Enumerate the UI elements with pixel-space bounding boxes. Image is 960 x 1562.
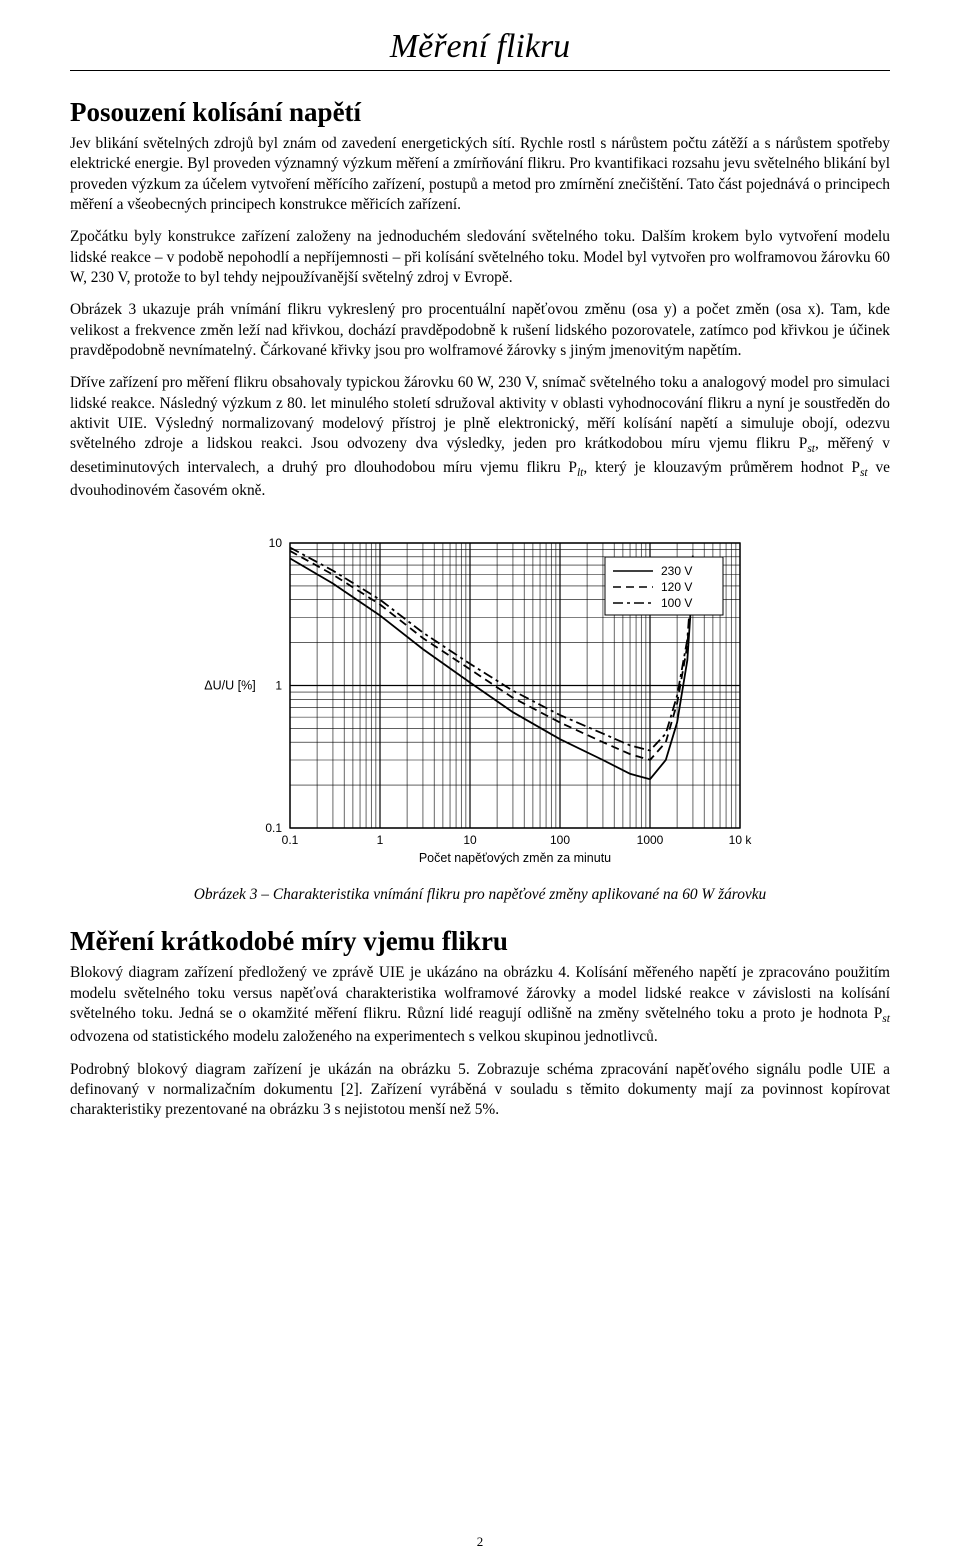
svg-text:10: 10 bbox=[463, 833, 477, 847]
s2p1-sub-st: st bbox=[882, 1013, 890, 1025]
section1-heading: Posouzení kolísání napětí bbox=[70, 97, 890, 128]
p4-sub-st-2: st bbox=[860, 467, 868, 479]
section1-paragraph-4: Dříve zařízení pro měření flikru obsahov… bbox=[70, 373, 890, 501]
section1-paragraph-3: Obrázek 3 ukazuje práh vnímání flikru vy… bbox=[70, 300, 890, 361]
section2-heading: Měření krátkodobé míry vjemu flikru bbox=[70, 926, 890, 957]
section2-paragraph-1: Blokový diagram zařízení předložený ve z… bbox=[70, 963, 890, 1047]
section1-paragraph-1: Jev blikání světelných zdrojů byl znám o… bbox=[70, 134, 890, 215]
svg-text:1000: 1000 bbox=[637, 833, 664, 847]
page: Měření flikru Posouzení kolísání napětí … bbox=[0, 0, 960, 1562]
svg-text:120 V: 120 V bbox=[661, 580, 692, 594]
svg-text:Počet napěťových změn za minut: Počet napěťových změn za minutu bbox=[419, 851, 611, 865]
p4-sub-st: st bbox=[807, 443, 815, 455]
document-title: Měření flikru bbox=[70, 28, 890, 66]
figure3-caption: Obrázek 3 – Charakteristika vnímání flik… bbox=[110, 886, 850, 904]
p4-text-a: Dříve zařízení pro měření flikru obsahov… bbox=[70, 374, 890, 452]
svg-text:1: 1 bbox=[275, 679, 282, 693]
svg-text:100: 100 bbox=[550, 833, 570, 847]
page-number: 2 bbox=[0, 1534, 960, 1550]
svg-text:1: 1 bbox=[377, 833, 384, 847]
svg-text:0.1: 0.1 bbox=[282, 833, 299, 847]
section1-paragraph-2: Zpočátku byly konstrukce zařízení založe… bbox=[70, 227, 890, 288]
svg-text:230 V: 230 V bbox=[661, 564, 692, 578]
s2p1-text-a: Blokový diagram zařízení předložený ve z… bbox=[70, 964, 890, 1022]
figure3-container: 0.1 1 10 100 1000 10 k 0.1 1 10 Počet napěťových … bbox=[70, 513, 890, 878]
figure3-chart: 0.1 1 10 100 1000 10 k 0.1 1 10 Počet napěťových … bbox=[160, 513, 800, 873]
svg-text:ΔU/U [%]: ΔU/U [%] bbox=[204, 679, 255, 693]
svg-text:0.1: 0.1 bbox=[265, 821, 282, 835]
section2-paragraph-2: Podrobný blokový diagram zařízení je uká… bbox=[70, 1060, 890, 1121]
p4-text-c: , který je klouzavým průměrem hodnot P bbox=[583, 459, 860, 476]
svg-text:10: 10 bbox=[269, 536, 283, 550]
title-rule bbox=[70, 70, 890, 71]
svg-text:10 k: 10 k bbox=[729, 833, 753, 847]
svg-text:100 V: 100 V bbox=[661, 596, 692, 610]
s2p1-text-b: odvozena od statistického modelu založen… bbox=[70, 1028, 658, 1045]
